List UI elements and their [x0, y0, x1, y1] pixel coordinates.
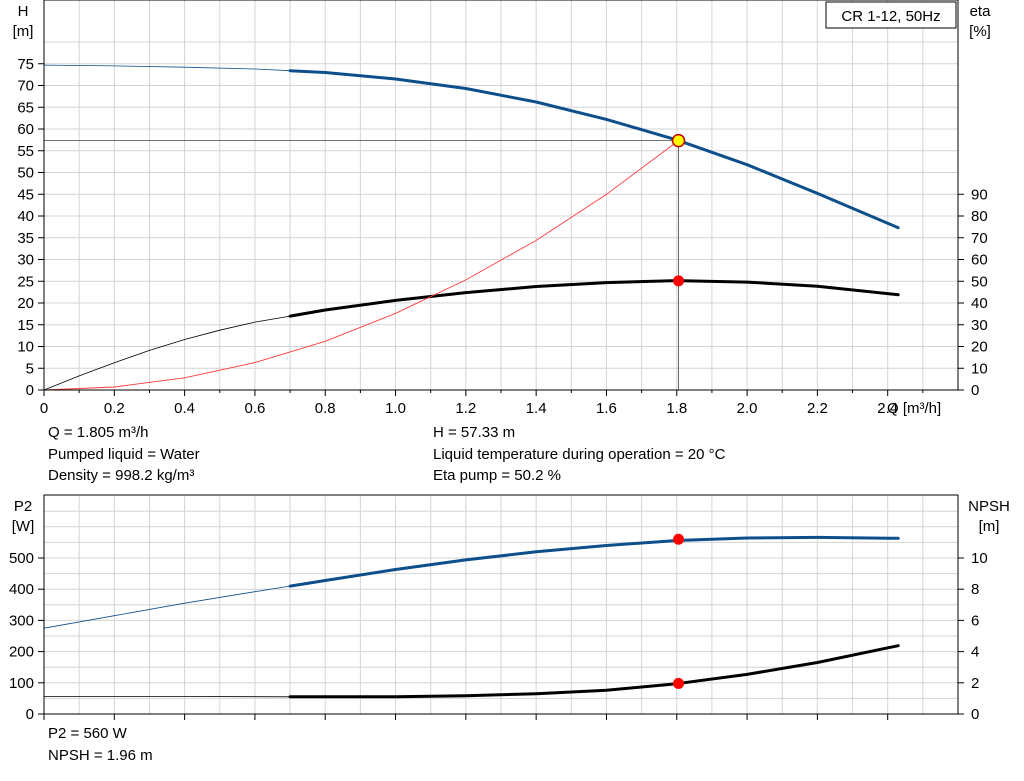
bottom-grid — [44, 495, 958, 714]
top-left-axis-unit: [m] — [13, 23, 34, 40]
y-tick-label: 40 — [17, 208, 34, 225]
top-left-axis-name: H — [18, 3, 29, 20]
y-tick-label: 70 — [17, 78, 34, 95]
info-flow: Q = 1.805 m³/h — [48, 424, 149, 441]
npsh-tick-label: 8 — [971, 581, 979, 598]
y-tick-label: 25 — [17, 273, 34, 290]
x-tick-label: 0.6 — [244, 400, 265, 417]
y2-tick-label: 0 — [971, 382, 979, 399]
x-axis-label: Q [m³/h] — [887, 400, 941, 417]
eta-curve-thin — [43, 315, 291, 391]
power-marker — [673, 533, 685, 545]
p2-tick-label: 200 — [9, 644, 34, 661]
y-tick-label: 45 — [17, 186, 34, 203]
y-tick-label: 60 — [17, 121, 34, 138]
bottom-plot-frame — [43, 494, 959, 715]
info-eta: Eta pump = 50.2 % — [433, 467, 561, 484]
p2-tick-label: 0 — [26, 706, 34, 723]
y-tick-label: 55 — [17, 143, 34, 160]
y2-tick-label: 90 — [971, 186, 988, 203]
y2-tick-label: 40 — [971, 295, 988, 312]
x-tick-label: 1.8 — [666, 400, 687, 417]
p2-tick-label: 500 — [9, 550, 34, 567]
info-liquid: Pumped liquid = Water — [48, 446, 200, 463]
x-tick-label: 0.2 — [104, 400, 125, 417]
y-tick-label: 20 — [17, 295, 34, 312]
duty-point-guides — [44, 140, 679, 390]
y-tick-label: 50 — [17, 165, 34, 182]
system-curve — [43, 140, 679, 391]
bottom-right-axis-unit: [m] — [979, 518, 1000, 535]
head-curve-thin — [43, 64, 291, 72]
npsh-tick-label: 2 — [971, 675, 979, 692]
y2-tick-label: 70 — [971, 230, 988, 247]
y-tick-label: 30 — [17, 252, 34, 269]
y-tick-label: 0 — [26, 382, 34, 399]
p2-tick-label: 300 — [9, 612, 34, 629]
y2-tick-label: 50 — [971, 273, 988, 290]
x-tick-label: 2.4 — [877, 400, 898, 417]
npsh-tick-label: 0 — [971, 706, 979, 723]
power-curve — [288, 535, 900, 588]
pump-model-badge-box — [825, 1, 957, 29]
pump-model-badge: CR 1-12, 50Hz — [841, 8, 940, 25]
bottom-left-axis-name: P2 — [14, 498, 32, 515]
x-tick-label: 0.4 — [174, 400, 195, 417]
top-right-axis-name: eta — [970, 3, 992, 20]
y-tick-label: 35 — [17, 230, 34, 247]
x-tick-label: 2.2 — [807, 400, 828, 417]
x-tick-label: 1.2 — [455, 400, 476, 417]
head-curve — [288, 69, 900, 230]
npsh-marker — [673, 677, 685, 689]
x-tick-label: 0.8 — [315, 400, 336, 417]
markers — [671, 133, 686, 689]
y-tick-label: 5 — [26, 360, 34, 377]
power-curve-thin — [43, 585, 291, 629]
x-tick-label: 1.6 — [596, 400, 617, 417]
top-plot-frame — [43, 0, 959, 391]
npsh-tick-label: 4 — [971, 644, 979, 661]
eta-curve — [288, 279, 900, 318]
top-right-axis-unit: [%] — [969, 23, 991, 40]
top-grid — [44, 0, 958, 390]
x-tick-label: 0 — [40, 400, 48, 417]
p2-tick-label: 400 — [9, 581, 34, 598]
info-density: Density = 998.2 kg/m³ — [48, 467, 195, 484]
x-tick-label: 1.4 — [526, 400, 547, 417]
eta-marker — [673, 275, 685, 287]
p2-tick-label: 100 — [9, 675, 34, 692]
info-temperature: Liquid temperature during operation = 20… — [433, 446, 726, 463]
y2-tick-label: 30 — [971, 317, 988, 334]
y-tick-label: 10 — [17, 339, 34, 356]
info-npsh: NPSH = 1.96 m — [48, 747, 153, 764]
y-tick-label: 75 — [17, 56, 34, 73]
info-head: H = 57.33 m — [433, 424, 516, 441]
npsh-curve — [288, 644, 900, 699]
npsh-tick-label: 10 — [971, 550, 988, 567]
info-power: P2 = 560 W — [48, 725, 127, 742]
x-tick-label: 1.0 — [385, 400, 406, 417]
bottom-right-axis-name: NPSH — [968, 498, 1010, 515]
duty-point-marker — [671, 133, 686, 148]
axis-ticks: 0 0.2 0.4 0.6 0.8 1.0 1.2 1.4 1.6 1.8 2.0 2.2 2.4 0 5 1… — [9, 56, 988, 723]
curves — [43, 64, 900, 699]
npsh-tick-label: 6 — [971, 612, 979, 629]
y-tick-label: 65 — [17, 99, 34, 116]
y2-tick-label: 60 — [971, 252, 988, 269]
y2-tick-label: 10 — [971, 360, 988, 377]
y-tick-label: 15 — [17, 317, 34, 334]
y2-tick-label: 80 — [971, 208, 988, 225]
x-tick-label: 2.0 — [737, 400, 758, 417]
y2-tick-label: 20 — [971, 339, 988, 356]
bottom-left-axis-unit: [W] — [12, 518, 35, 535]
